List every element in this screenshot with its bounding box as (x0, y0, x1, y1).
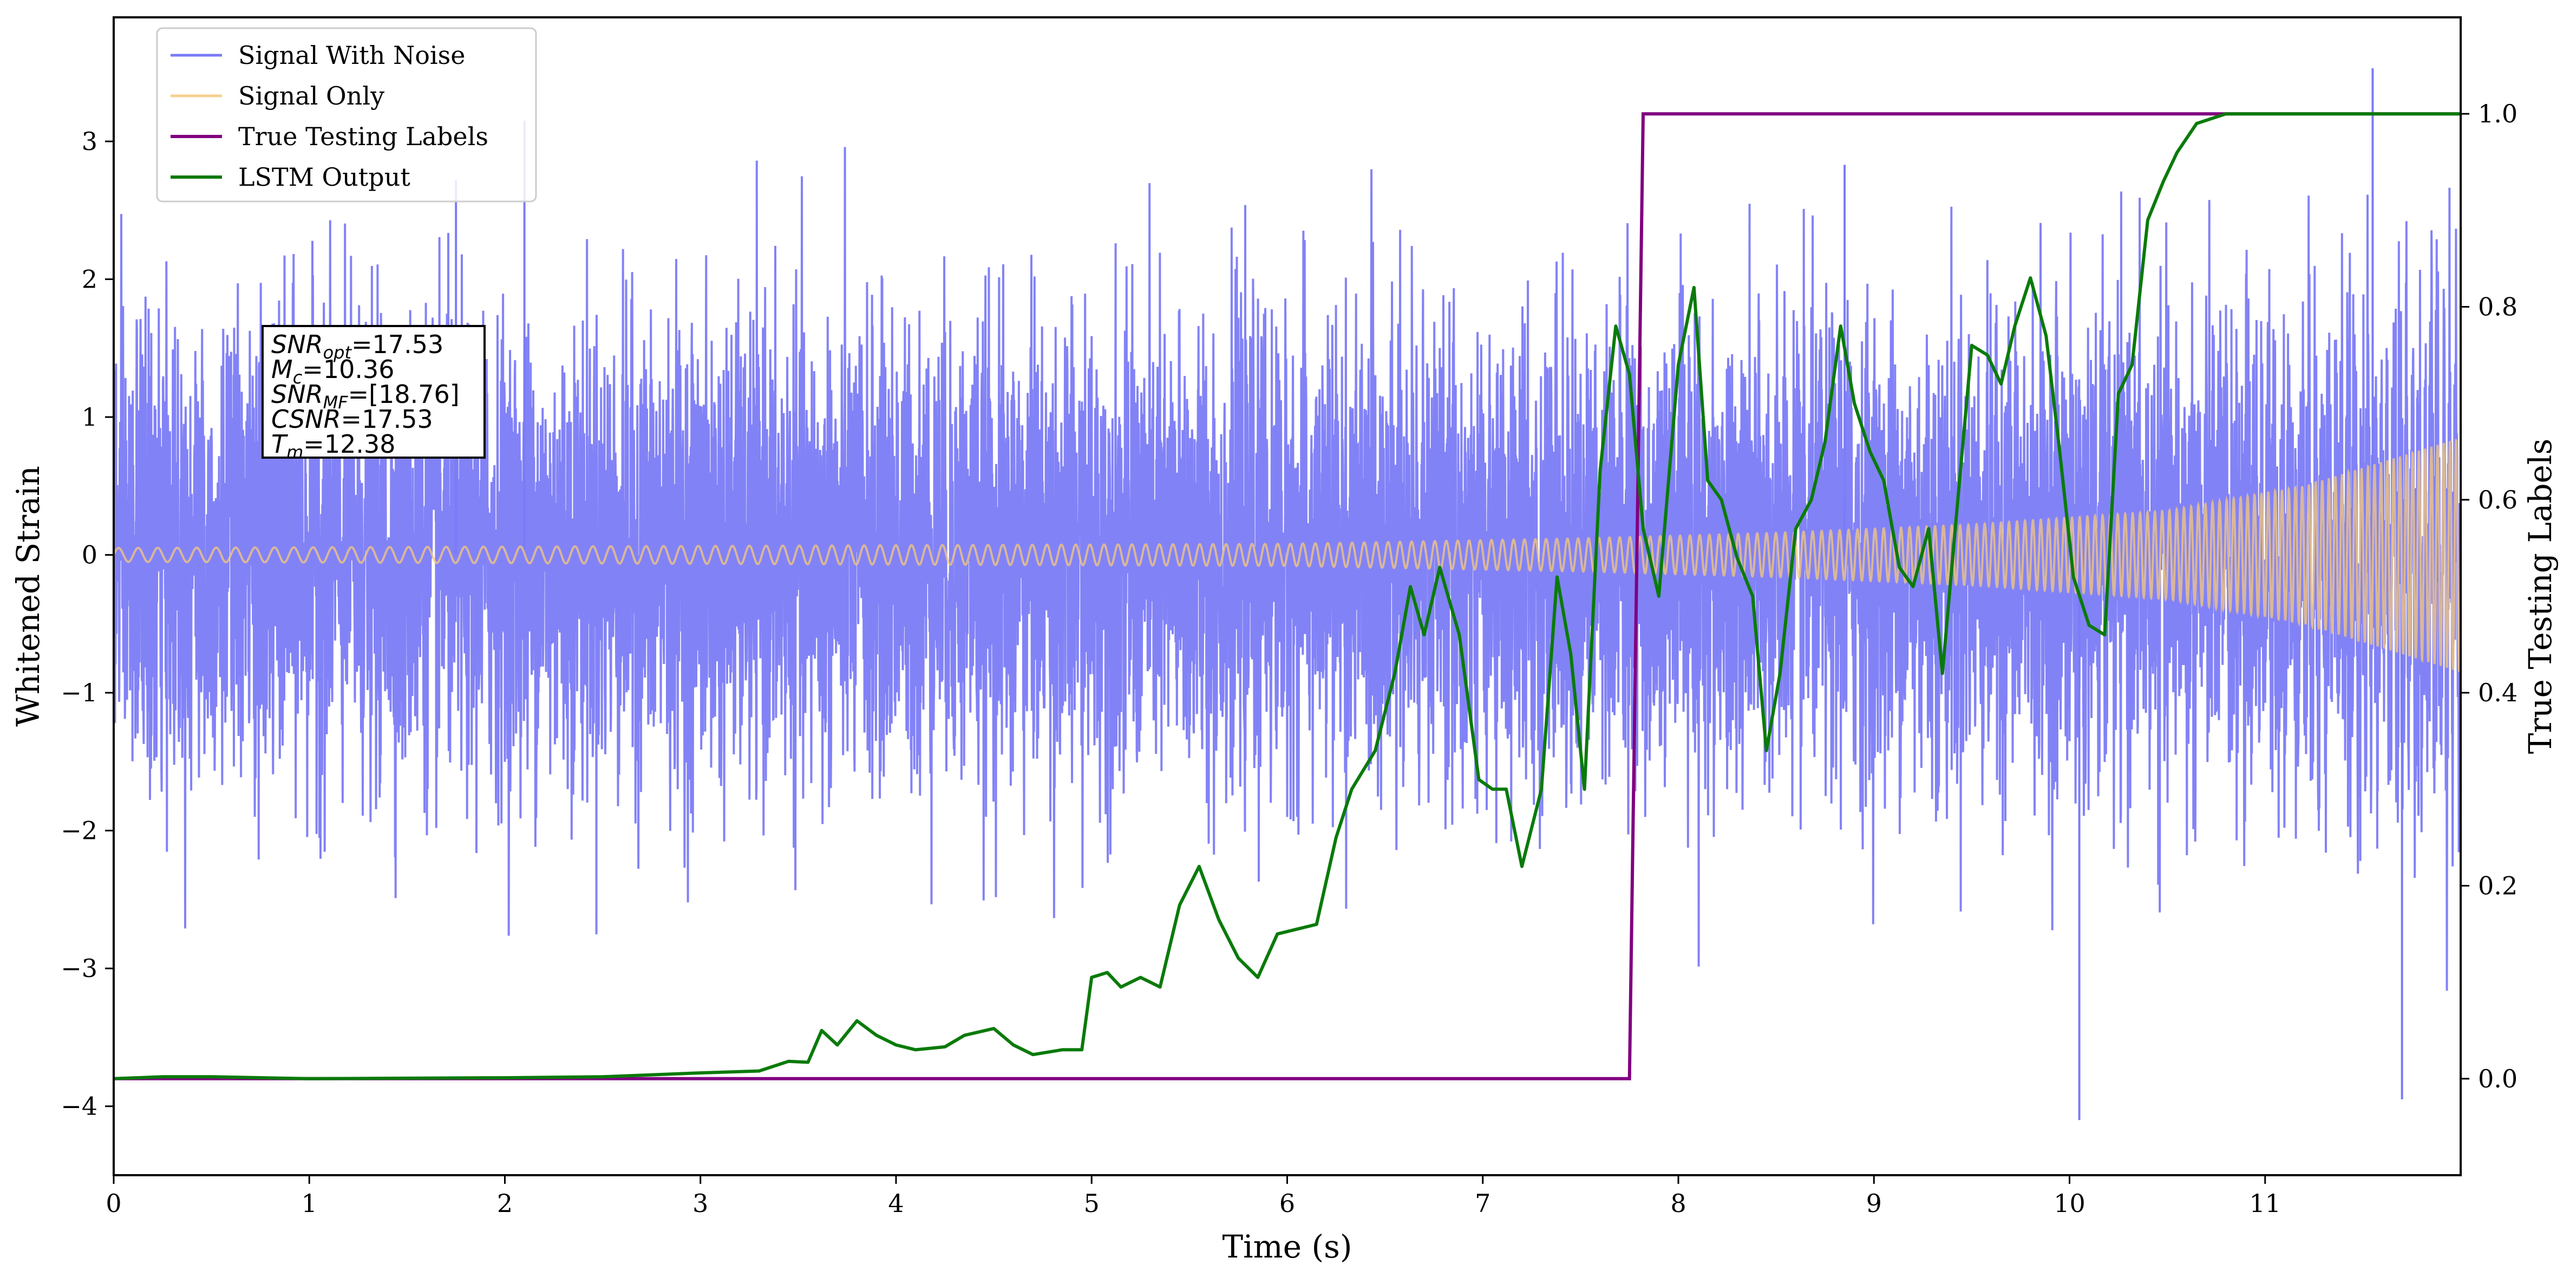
x-tick-label: 3 (692, 1189, 708, 1218)
legend: Signal With Noise Signal Only True Testing… (156, 27, 537, 203)
y-right-tick-label: 1.0 (2478, 99, 2518, 128)
series-lstm-output (114, 112, 2461, 1080)
x-tick-label: 1 (302, 1189, 317, 1218)
annotation-line: Tm=12.38 (271, 429, 396, 462)
x-axis-title: Time (s) (1222, 1228, 1352, 1265)
annotation-value: =12.38 (303, 429, 395, 459)
x-tick-label: 9 (1866, 1189, 1882, 1218)
annotation-value: =[18.76] (348, 380, 460, 409)
annotation-symbol: CSNR (271, 405, 341, 434)
y-tick-label: −2 (61, 816, 97, 845)
annotation-symbol: T (271, 429, 289, 459)
annotation-subscript: MF (323, 392, 349, 413)
annotation-value: =10.36 (302, 355, 394, 384)
annotation-symbol: SNR (271, 380, 323, 409)
y-right-tick-label: 0.8 (2478, 292, 2518, 322)
y-right-tick-label: 0.0 (2478, 1064, 2518, 1093)
series-true-testing-labels (114, 112, 2461, 1080)
x-tick-label: 2 (497, 1189, 513, 1218)
y-tick-label: 3 (82, 127, 97, 156)
x-tick-label: 5 (1084, 1189, 1100, 1218)
annotation-line: Mc=10.36 (271, 355, 395, 388)
y-tick-label: −3 (61, 954, 97, 983)
x-tick-label: 0 (106, 1189, 121, 1218)
x-tick-label: 7 (1475, 1189, 1490, 1218)
annotation-symbol: SNR (271, 330, 323, 359)
plot-area (114, 68, 2461, 1120)
legend-label: LSTM Output (238, 162, 410, 192)
annotation-value: =17.53 (341, 405, 433, 434)
y-tick-label: 1 (82, 402, 97, 432)
annotation-line: SNRMF=[18.76] (271, 380, 460, 413)
series-signal-only (114, 439, 2461, 672)
annotation-frame (261, 325, 486, 459)
annotation-value: =17.53 (351, 330, 443, 359)
annotation-box: SNRopt=17.53Mc=10.36SNRMF=[18.76]CSNR=17… (261, 325, 486, 462)
series-signal-with-noise (114, 147, 2461, 991)
axes: 0 1 2 3 4 5 6 7 8 9 10 11 −4 −3 −2 −1 0 1 2 3 0.0 0.2 0.4 0.6 0.… (61, 16, 2518, 1218)
y-right-tick-label: 0.2 (2478, 871, 2518, 901)
y-tick-label: 0 (82, 540, 97, 570)
y-right-tick-label: 0.6 (2478, 485, 2518, 514)
x-tick-label: 10 (2054, 1189, 2085, 1218)
x-tick-label: 6 (1279, 1189, 1295, 1218)
annotation-symbol: M (271, 355, 293, 384)
x-tick-label: 8 (1670, 1189, 1686, 1218)
x-tick-label: 4 (888, 1189, 904, 1218)
legend-label: True Testing Labels (238, 122, 488, 151)
annotation-subscript: m (286, 442, 303, 462)
y-axis-right-title: True Testing Labels (2522, 439, 2559, 754)
x-tick-label: 11 (2249, 1189, 2281, 1218)
y-right-tick-label: 0.4 (2478, 678, 2518, 707)
annotation-line: CSNR=17.53 (271, 405, 433, 434)
annotation-subscript: opt (323, 342, 352, 363)
y-axis-title: Whitened Strain (10, 466, 47, 727)
legend-label: Signal With Noise (238, 41, 465, 70)
legend-label: Signal Only (238, 81, 384, 110)
y-tick-label: −1 (61, 678, 97, 707)
y-tick-label: −4 (61, 1092, 97, 1121)
annotation-line: SNRopt=17.53 (271, 330, 443, 363)
legend-box (156, 27, 537, 203)
annotation-subscript: c (293, 367, 303, 388)
y-tick-label: 2 (82, 265, 97, 294)
